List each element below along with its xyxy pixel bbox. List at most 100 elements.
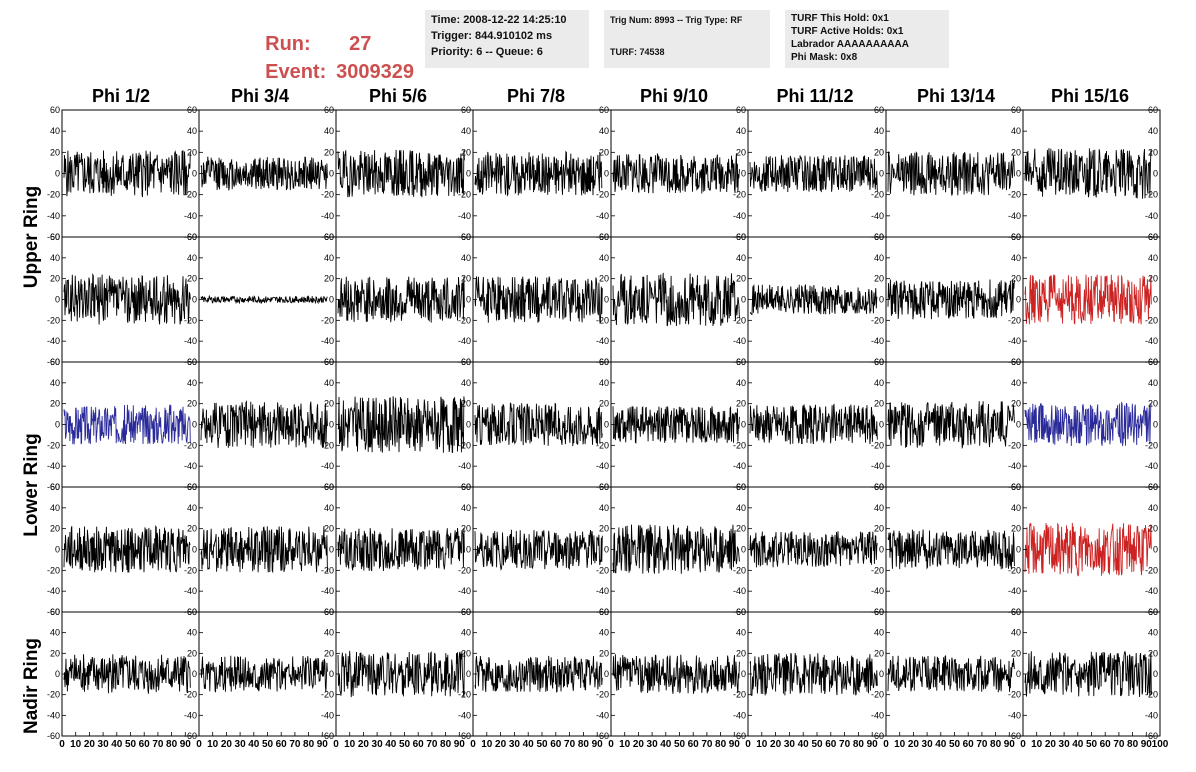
- y-tick-label: 0: [1016, 669, 1021, 679]
- y-tick-label: -60: [184, 607, 197, 617]
- waveform-trace: [887, 529, 1015, 570]
- y-tick-label: 20: [874, 399, 884, 409]
- y-tick-label: 0: [1153, 295, 1158, 305]
- y-tick-label: 60: [187, 357, 197, 367]
- column-header-phi-15-16: Phi 15/16: [1050, 86, 1130, 106]
- y-tick-label: -40: [321, 461, 334, 471]
- y-tick-label: -20: [321, 440, 334, 450]
- y-tick-label: -40: [871, 211, 884, 221]
- x-tick-label: 90: [867, 739, 879, 750]
- y-tick-label: 20: [461, 399, 471, 409]
- x-tick-label: 10: [894, 739, 906, 750]
- y-tick-label: 40: [187, 253, 197, 263]
- y-tick-label: -40: [733, 710, 746, 720]
- waveform-trace: [474, 529, 603, 571]
- y-tick-label: 0: [466, 295, 471, 305]
- y-tick-label: 60: [736, 232, 746, 242]
- y-tick-label: 0: [604, 169, 609, 179]
- waveform-trace: [612, 524, 740, 574]
- y-tick-label: -40: [458, 336, 471, 346]
- y-tick-label: 40: [324, 628, 334, 638]
- x-tick-label: 0: [333, 739, 339, 750]
- y-tick-label: 40: [324, 126, 334, 136]
- x-tick-label: 40: [1072, 739, 1084, 750]
- y-tick-label: -40: [1008, 336, 1021, 346]
- y-tick-label: -60: [47, 482, 60, 492]
- y-tick-label: 60: [599, 105, 609, 115]
- y-tick-label: 20: [736, 274, 746, 284]
- y-tick-label: 20: [1011, 524, 1021, 534]
- y-tick-label: -40: [596, 211, 609, 221]
- y-tick-label: 60: [50, 357, 60, 367]
- y-tick-label: 0: [741, 420, 746, 430]
- y-tick-label: 0: [1016, 545, 1021, 555]
- y-tick-label: 20: [874, 274, 884, 284]
- y-tick-label: 60: [736, 607, 746, 617]
- x-tick-label: 60: [688, 739, 700, 750]
- y-tick-label: 20: [187, 524, 197, 534]
- y-tick-label: 0: [55, 169, 60, 179]
- y-tick-label: 40: [1011, 126, 1021, 136]
- labrador-line: Labrador AAAAAAAAAA: [791, 39, 909, 50]
- y-tick-label: -60: [184, 232, 197, 242]
- y-tick-label: 40: [50, 378, 60, 388]
- waveform-trace: [474, 150, 603, 197]
- y-tick-label: -40: [184, 586, 197, 596]
- y-tick-label: 20: [599, 524, 609, 534]
- x-tick-label: 50: [262, 739, 274, 750]
- y-tick-label: 0: [192, 545, 197, 555]
- y-tick-label: -60: [871, 607, 884, 617]
- column-header-phi-11-12: Phi 11/12: [776, 86, 854, 106]
- x-tick-label: 70: [701, 739, 713, 750]
- x-tick-label: 30: [372, 739, 384, 750]
- event-number: 3009329: [325, 38, 414, 84]
- y-tick-label: 0: [879, 669, 884, 679]
- y-tick-label: 60: [1148, 105, 1158, 115]
- y-tick-label: 40: [599, 503, 609, 513]
- y-tick-label: 40: [1148, 378, 1158, 388]
- y-tick-label: 60: [461, 232, 471, 242]
- column-header-phi-13-14: Phi 13/14: [916, 86, 996, 106]
- y-tick-label: -60: [321, 357, 334, 367]
- y-tick-label: -60: [1145, 232, 1158, 242]
- x-tick-label: 10: [207, 739, 219, 750]
- y-tick-label: 60: [461, 607, 471, 617]
- y-tick-label: -20: [1145, 440, 1158, 450]
- y-tick-label: -40: [1145, 586, 1158, 596]
- x-tick-label: 40: [111, 739, 123, 750]
- y-tick-label: 60: [50, 105, 60, 115]
- time-line: Time: 2008-12-22 14:25:10: [431, 14, 567, 26]
- y-tick-label: 40: [1011, 253, 1021, 263]
- x-tick-label: 80: [578, 739, 590, 750]
- y-tick-label: 40: [599, 126, 609, 136]
- x-tick-label: 80: [1127, 739, 1139, 750]
- x-tick-label: 30: [1059, 739, 1071, 750]
- waveform-trace: [1024, 274, 1152, 325]
- y-tick-label: -20: [458, 690, 471, 700]
- y-tick-label: 60: [324, 607, 334, 617]
- y-tick-label: 20: [461, 524, 471, 534]
- y-tick-label: -60: [47, 357, 60, 367]
- y-tick-label: 20: [1011, 648, 1021, 658]
- waveform-trace: [63, 149, 191, 198]
- y-tick-label: -60: [596, 731, 609, 741]
- x-tick-label: 40: [935, 739, 947, 750]
- column-header-phi-5-6: Phi 5/6: [368, 86, 428, 106]
- y-tick-label: 40: [874, 253, 884, 263]
- y-tick-label: -40: [871, 586, 884, 596]
- x-tick-label: 30: [98, 739, 110, 750]
- run-number-text: 27: [349, 33, 372, 55]
- y-tick-label: 40: [599, 253, 609, 263]
- column-header-phi-9-10: Phi 9/10: [639, 86, 709, 106]
- x-tick-label: 20: [358, 739, 370, 750]
- y-tick-label: -60: [1008, 482, 1021, 492]
- x-tick-label: 70: [426, 739, 438, 750]
- waveform-trace: [749, 155, 878, 193]
- y-tick-label: 20: [187, 648, 197, 658]
- x-tick-label: 0: [608, 739, 614, 750]
- y-tick-label: -60: [871, 482, 884, 492]
- waveform-trace: [200, 526, 328, 574]
- x-tick-label: 10: [1031, 739, 1043, 750]
- y-tick-label: 20: [1148, 399, 1158, 409]
- waveform-trace: [63, 273, 191, 325]
